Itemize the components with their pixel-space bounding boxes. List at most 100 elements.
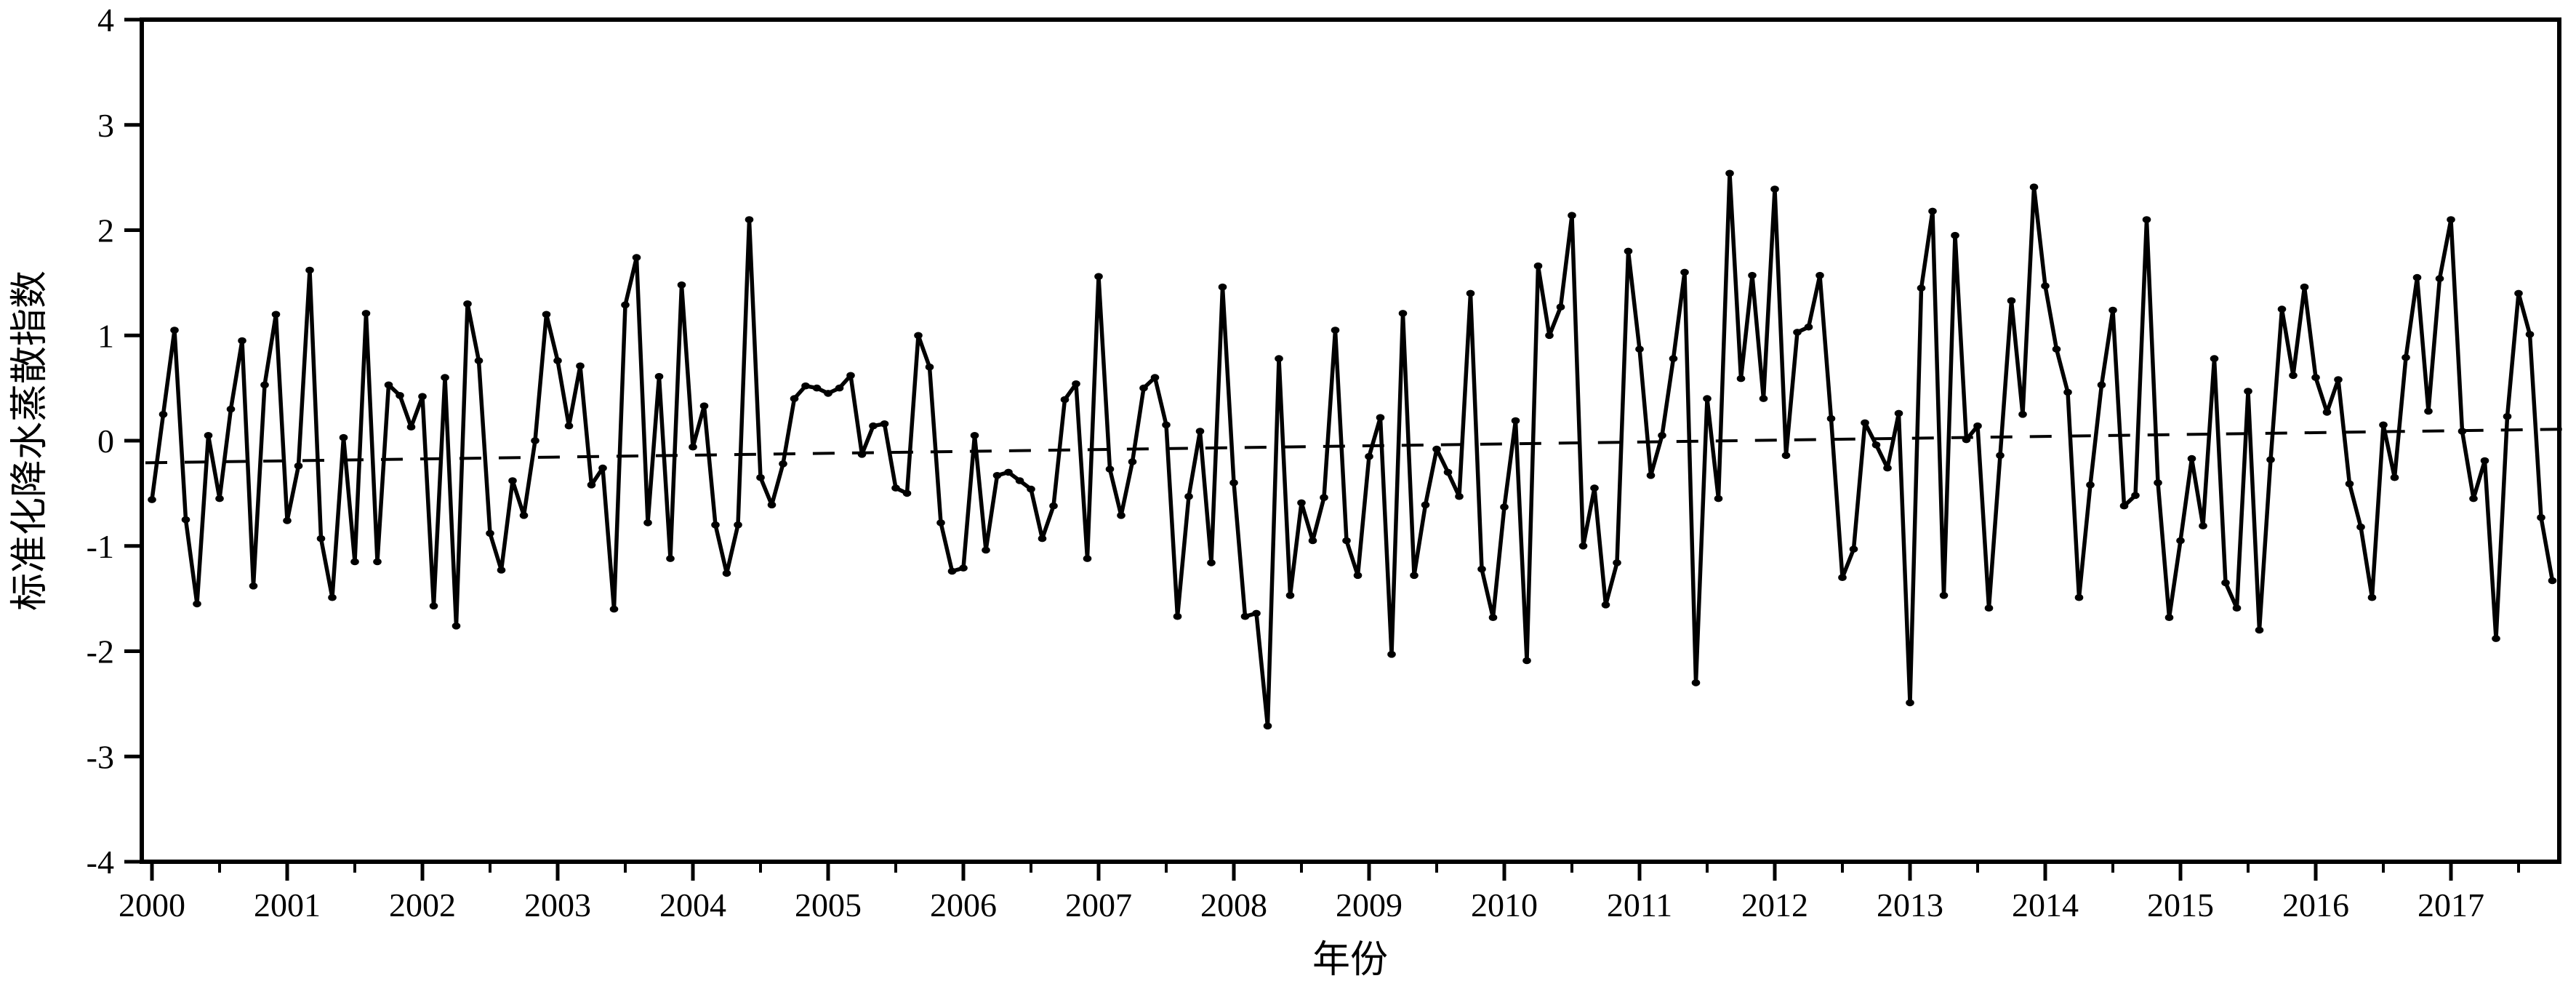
- data-point-marker: [1466, 289, 1475, 297]
- data-point-marker: [891, 484, 900, 492]
- data-point-marker: [982, 546, 990, 554]
- data-point-marker: [2412, 273, 2422, 281]
- data-point-marker: [1015, 477, 1024, 484]
- data-point-marker: [1072, 380, 1080, 388]
- data-point-marker: [902, 489, 912, 497]
- data-point-marker: [598, 464, 607, 472]
- data-point-marker: [801, 382, 810, 390]
- data-point-marker: [1861, 419, 1869, 427]
- y-tick-label: 4: [97, 1, 114, 39]
- data-point-marker: [1398, 310, 1408, 317]
- data-point-marker: [1613, 559, 1621, 566]
- data-point-marker: [1658, 432, 1666, 439]
- data-point-marker: [654, 372, 664, 380]
- y-axis-title: 标准化降水蒸散指数: [9, 271, 51, 611]
- data-point-marker: [2187, 455, 2196, 463]
- data-point-marker: [305, 266, 314, 274]
- data-point-marker: [1365, 452, 1373, 460]
- data-point-marker: [406, 423, 416, 431]
- data-point-marker: [1815, 271, 1824, 279]
- data-point-marker: [1421, 501, 1430, 509]
- data-point-marker: [1049, 502, 1058, 510]
- data-point-marker: [2164, 614, 2174, 621]
- data-point-marker: [148, 496, 156, 503]
- data-point-marker: [2097, 381, 2106, 389]
- data-point-marker: [1939, 592, 1949, 599]
- data-point-marker: [992, 472, 1002, 479]
- data-point-marker: [2018, 411, 2027, 418]
- data-point-marker: [745, 216, 754, 223]
- data-point-marker: [2244, 388, 2252, 395]
- data-point-marker: [2108, 306, 2117, 314]
- data-point-marker: [2210, 355, 2219, 362]
- data-point-marker: [2334, 376, 2343, 383]
- data-point-marker: [1590, 484, 1599, 492]
- data-point-marker: [1906, 699, 1914, 707]
- data-point-marker: [1804, 323, 1813, 331]
- data-point-marker: [2322, 409, 2332, 416]
- x-tick-label: 2005: [795, 886, 862, 924]
- data-point-marker: [689, 443, 697, 451]
- data-point-marker: [1297, 499, 1306, 507]
- data-point-marker: [1207, 559, 1216, 566]
- x-tick-label: 2012: [1741, 886, 1808, 924]
- x-axis-title: 年份: [1312, 940, 1388, 981]
- data-point-marker: [2379, 421, 2388, 429]
- data-point-marker: [779, 460, 787, 468]
- data-point-marker: [249, 582, 258, 590]
- data-point-marker: [1308, 537, 1317, 545]
- data-point-marker: [2367, 593, 2377, 601]
- data-point-marker: [2435, 275, 2444, 282]
- data-point-marker: [1376, 414, 1385, 421]
- data-point-marker: [1387, 651, 1396, 658]
- data-point-marker: [959, 564, 968, 572]
- data-point-marker: [238, 337, 246, 345]
- data-point-marker: [1027, 485, 1035, 493]
- data-point-marker: [2311, 374, 2320, 381]
- data-point-marker: [576, 362, 585, 370]
- trend-line-layer: [145, 428, 2570, 465]
- data-point-marker: [1691, 679, 1701, 686]
- x-tick-label: 2008: [1200, 886, 1267, 924]
- data-point-marker: [1635, 345, 1644, 353]
- data-point-marker: [2289, 372, 2298, 380]
- data-point-marker: [1646, 472, 1656, 479]
- data-point-marker: [396, 392, 404, 399]
- y-tick-label: -2: [87, 633, 114, 670]
- data-point-marker: [564, 422, 574, 430]
- data-point-marker: [2469, 494, 2478, 502]
- data-point-marker: [2457, 428, 2467, 435]
- data-point-marker: [2356, 523, 2365, 531]
- data-point-marker: [925, 363, 934, 371]
- data-point-marker: [2480, 457, 2489, 465]
- x-tick-label: 2006: [930, 886, 997, 924]
- data-point-marker: [1703, 395, 1712, 402]
- data-point-marker: [260, 381, 269, 389]
- data-point-marker: [734, 521, 742, 529]
- data-point-marker: [1004, 468, 1013, 476]
- x-tick-label: 2010: [1471, 886, 1538, 924]
- data-point-marker: [1105, 465, 1115, 473]
- data-point-marker: [1218, 283, 1227, 291]
- data-point-marker: [1353, 572, 1363, 580]
- data-point-marker: [384, 381, 393, 389]
- data-point-marker: [2537, 513, 2545, 521]
- data-point-marker: [2119, 502, 2129, 510]
- data-point-marker: [2086, 481, 2095, 489]
- x-tick-label: 2011: [1607, 886, 1672, 924]
- data-point-marker: [1195, 428, 1205, 435]
- data-point-marker: [441, 374, 449, 381]
- data-point-marker: [756, 473, 765, 481]
- data-point-marker: [1578, 542, 1588, 550]
- data-point-marker: [1556, 303, 1565, 311]
- data-point-marker: [361, 310, 371, 317]
- data-point-marker: [1229, 479, 1238, 487]
- data-point-marker: [1139, 384, 1148, 392]
- data-point-marker: [1331, 327, 1340, 334]
- data-point-marker: [531, 437, 539, 444]
- data-point-marker: [1094, 273, 1103, 281]
- data-point-marker: [1894, 409, 1903, 417]
- data-point-marker: [2131, 492, 2140, 500]
- data-point-marker: [1477, 565, 1486, 573]
- data-point-marker: [846, 372, 855, 380]
